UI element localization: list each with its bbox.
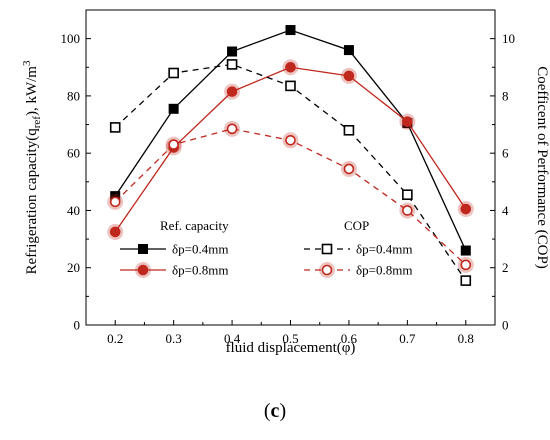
y-left-tick-label: 60 [67, 146, 80, 161]
series-2-point-halo [340, 67, 357, 84]
line-chart: 0.2 0.3 0.4 0.5 0.6 0.7 0.8 0 20 40 60 80 100 0 2 4 6 8 10… [21, 9, 550, 356]
y-right-tick-label: 8 [502, 88, 509, 103]
y-left-axis-title-part: ), kW/m [24, 66, 40, 116]
y-right-tick-label: 4 [502, 203, 509, 218]
series-1-point [285, 25, 296, 36]
y-right-tick-label: 2 [502, 260, 509, 275]
legend-label: δp=0.4mm [172, 242, 228, 257]
series-2-point [343, 70, 355, 82]
series-3-point [285, 80, 296, 92]
series-4-point [168, 139, 179, 150]
series-3-point [460, 275, 472, 286]
legend-label: δp=0.8mm [172, 263, 228, 278]
series-4-point [460, 259, 472, 271]
plot-frame [85, 9, 496, 326]
panel-label-open: ( [263, 400, 271, 422]
series-3-line [114, 63, 467, 281]
legend-marker [321, 243, 333, 255]
series-4 [107, 120, 474, 273]
series-3-point [109, 122, 121, 133]
series-4-point [226, 123, 238, 135]
series-2-point [460, 203, 472, 215]
series-1-point [168, 103, 179, 114]
x-tick-label: 0.2 [107, 331, 123, 346]
series-4-point [285, 134, 296, 146]
series-4-point [402, 205, 413, 216]
y-right-axis-title: Coefficent of Performance (COP) [534, 66, 550, 269]
y-left-tick-label: 40 [67, 203, 80, 218]
series-4-point-halo [165, 136, 182, 153]
series-2-point-halo [107, 223, 124, 240]
x-tick-label: 0.4 [224, 331, 241, 346]
y-left-axis-title-part: ref [31, 116, 43, 129]
series-2-point [109, 226, 121, 238]
series-4-point-halo [224, 120, 241, 137]
x-tick-label: 0.8 [458, 331, 474, 346]
series-1-point [460, 245, 471, 256]
series-4-point-halo [399, 202, 416, 219]
y-left-axis-title-part: 3 [21, 60, 33, 66]
y-right-tick-label: 6 [502, 146, 509, 161]
series-3-point [343, 124, 355, 136]
series-1-point [343, 45, 354, 56]
series-3-point [168, 67, 179, 79]
series-2-point-halo [282, 59, 299, 76]
series-4-point-halo [107, 193, 124, 210]
y-left-tick-label: 100 [61, 31, 81, 46]
series-3 [109, 59, 472, 286]
x-tick-label: 0.7 [399, 331, 416, 346]
y-left-tick-label: 80 [67, 88, 80, 103]
series-4-point [109, 196, 121, 208]
legend-title-right: COP [344, 218, 369, 233]
y-left-axis-title-part: Refrigeration capacity(q [24, 128, 40, 275]
series-2-point-halo [399, 113, 416, 130]
series-1-point [227, 46, 238, 57]
y-right-tick-label: 10 [502, 31, 515, 46]
series-2-point [285, 61, 296, 73]
y-left-tick-label: 20 [67, 260, 80, 275]
x-tick-label: 0.3 [166, 331, 182, 346]
x-tick-label: 0.5 [282, 331, 298, 346]
y-left-axis-title: Refrigeration capacity(qref), kW/m3 [21, 60, 43, 274]
legend-title-left: Ref. capacity [160, 218, 229, 233]
x-axis-title: fluid displacement(φ) [226, 340, 356, 356]
panel-label: (c) [0, 400, 550, 423]
series-2-point [226, 86, 238, 97]
y-left-tick-label: 0 [74, 318, 81, 333]
series-4-point [343, 163, 355, 175]
legend-label: δp=0.8mm [356, 263, 412, 278]
series-2-point [402, 116, 413, 127]
x-tick-label: 0.6 [341, 331, 358, 346]
legend-marker [137, 264, 149, 276]
series-4-point-halo [340, 160, 357, 177]
series-3-point [226, 59, 238, 70]
series-3-point [402, 189, 413, 201]
series-2-point-halo [457, 201, 474, 218]
legend: Ref. capacity COP δp=0.4mm δp=0.8mm δp=0.4mm… [120, 218, 412, 278]
legend-marker-halo [135, 262, 151, 278]
legend-marker [138, 244, 148, 254]
legend-marker [321, 264, 333, 276]
series-4-point-halo [457, 256, 474, 273]
series-4-point-halo [282, 132, 299, 149]
series-2-point-halo [224, 83, 241, 100]
legend-marker-halo [319, 262, 335, 278]
panel-label-letter: c [270, 400, 280, 422]
y-right-tick-label: 0 [502, 318, 509, 333]
legend-label: δp=0.4mm [356, 242, 412, 257]
panel-label-close: ) [279, 400, 287, 422]
